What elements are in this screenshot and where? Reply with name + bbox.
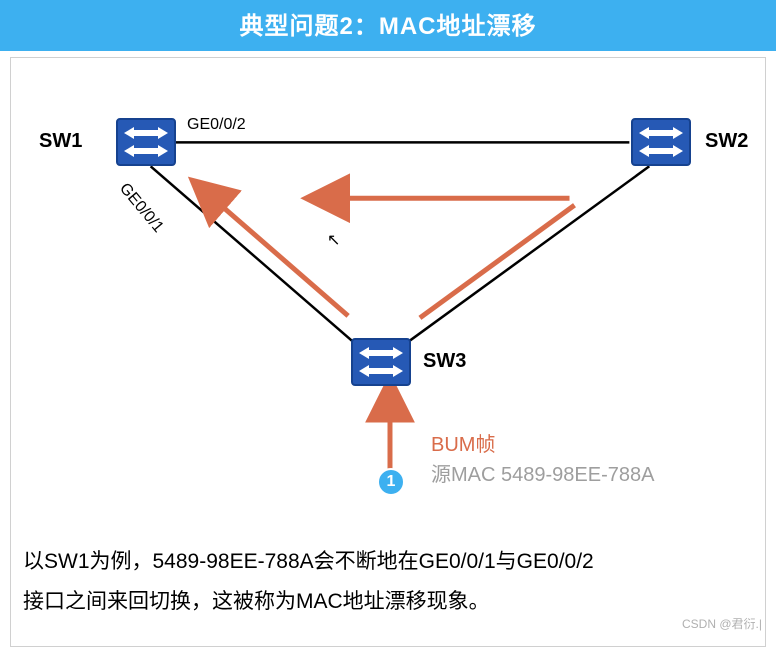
bum-label: BUM帧 (431, 428, 495, 457)
cursor-icon: ↖ (327, 230, 340, 250)
diagram-frame: SW1 SW2 SW3 GE0/0/2 GE0/0/1 ↖ 1 BUM帧 源MA… (10, 57, 766, 647)
description-text: 以SW1为例，5489-98EE-788A会不断地在GE0/0/1与GE0/0/… (23, 542, 753, 622)
description-line2: 接口之间来回切换，这被称为MAC地址漂移现象。 (23, 582, 753, 622)
switch-label-sw2: SW2 (705, 130, 748, 153)
mac-label: 源MAC 5489-98EE-788A (431, 458, 654, 487)
mac-prefix: 源MAC (431, 464, 495, 486)
port-label-ge002: GE0/0/2 (187, 116, 246, 134)
switch-node-sw2 (631, 118, 691, 166)
network-diagram: SW1 SW2 SW3 GE0/0/2 GE0/0/1 ↖ 1 BUM帧 源MA… (11, 58, 765, 498)
step-badge: 1 (377, 468, 405, 496)
port-label-ge001: GE0/0/1 (115, 180, 167, 237)
header-title: 典型问题2：MAC地址漂移 (239, 13, 536, 40)
step-badge-num: 1 (387, 473, 396, 491)
description-line1: 以SW1为例，5489-98EE-788A会不断地在GE0/0/1与GE0/0/… (23, 542, 753, 582)
switch-label-sw1: SW1 (39, 130, 82, 153)
switch-node-sw3 (351, 338, 411, 386)
switch-label-sw3: SW3 (423, 350, 466, 373)
switch-node-sw1 (116, 118, 176, 166)
watermark: CSDN @君衍.| (682, 615, 762, 632)
page-header: 典型问题2：MAC地址漂移 (0, 0, 776, 51)
mac-value: 5489-98EE-788A (501, 464, 654, 486)
